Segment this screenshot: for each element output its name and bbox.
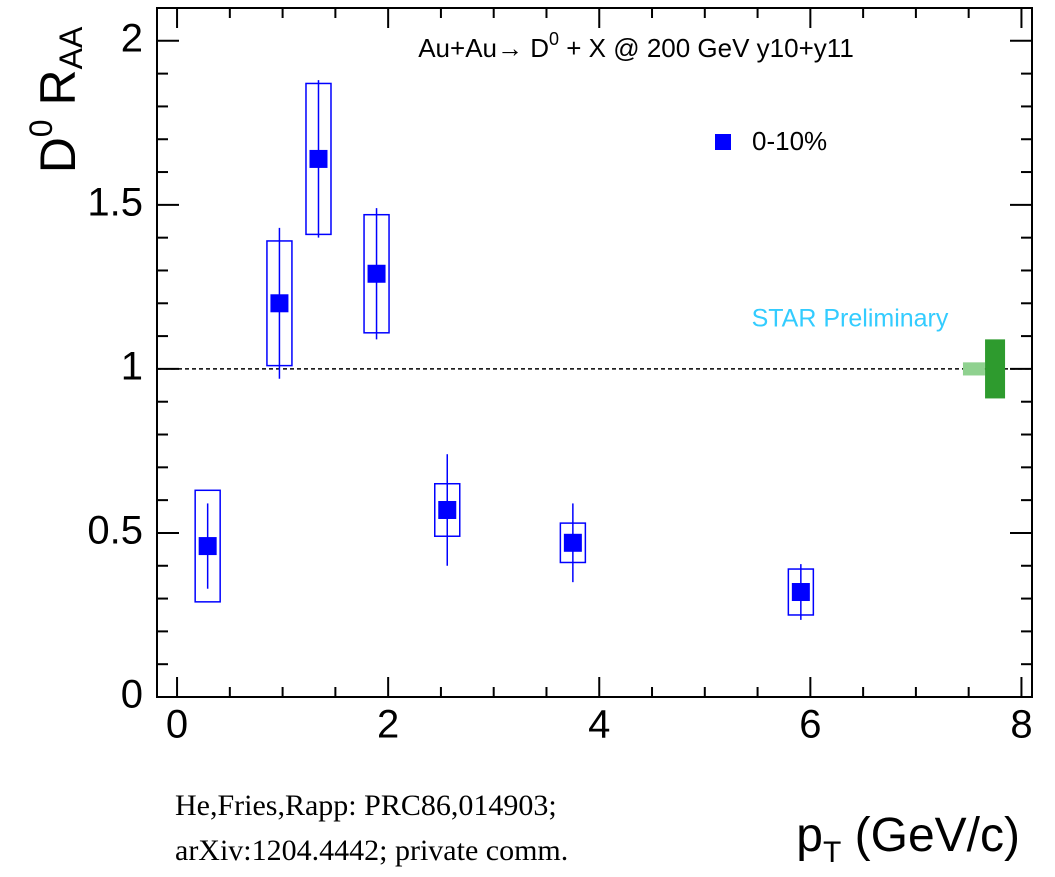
x-tick-label: 4 [588, 703, 610, 747]
title-part: + X @ 200 GeV y10+y11 [559, 33, 854, 63]
y-tick-label: 2 [121, 16, 143, 60]
y-label-sub: AA [53, 26, 89, 69]
y-tick-label: 1.5 [87, 180, 143, 224]
plot-frame [156, 7, 1033, 698]
marker [791, 583, 810, 602]
y-tick-label: 0 [121, 673, 143, 717]
title-part: Au+Au→ D [418, 33, 549, 63]
chart-title: Au+Au→ D0 + X @ 200 GeV y10+y11 [418, 29, 854, 63]
y-label-part: R [30, 69, 86, 119]
x-tick-label: 8 [1010, 703, 1032, 747]
x-tick-label: 0 [166, 703, 188, 747]
legend-marker [715, 134, 731, 150]
norm-band [985, 339, 1006, 399]
title-sup: 0 [549, 29, 559, 49]
norm-band [962, 362, 985, 376]
y-label-sup: 0 [23, 119, 59, 137]
x-tick-label: 6 [799, 703, 821, 747]
x-label-part: (GeV/c) [841, 809, 1020, 862]
marker [309, 149, 328, 168]
y-tick-label: 0.5 [87, 509, 143, 553]
marker [367, 264, 386, 283]
sys-error-box [194, 489, 221, 603]
marker [563, 533, 582, 552]
y-axis-label: D0 RAA [23, 26, 89, 173]
marker [438, 500, 457, 519]
x-label-sub: T [823, 836, 841, 869]
x-axis-label: pT (GeV/c) [796, 809, 1020, 869]
y-tick-label: 1 [121, 344, 143, 388]
x-tick-label: 2 [377, 703, 399, 747]
legend-label: 0-10% [752, 126, 827, 156]
citation: He,Fries,Rapp: PRC86,014903; [175, 789, 557, 822]
citation: arXiv:1204.4442; private comm. [175, 834, 568, 867]
annotation: STAR Preliminary [752, 305, 949, 333]
marker [270, 294, 289, 313]
x-label-part: p [796, 809, 823, 862]
marker [198, 537, 217, 556]
y-label-part: D [30, 137, 86, 173]
